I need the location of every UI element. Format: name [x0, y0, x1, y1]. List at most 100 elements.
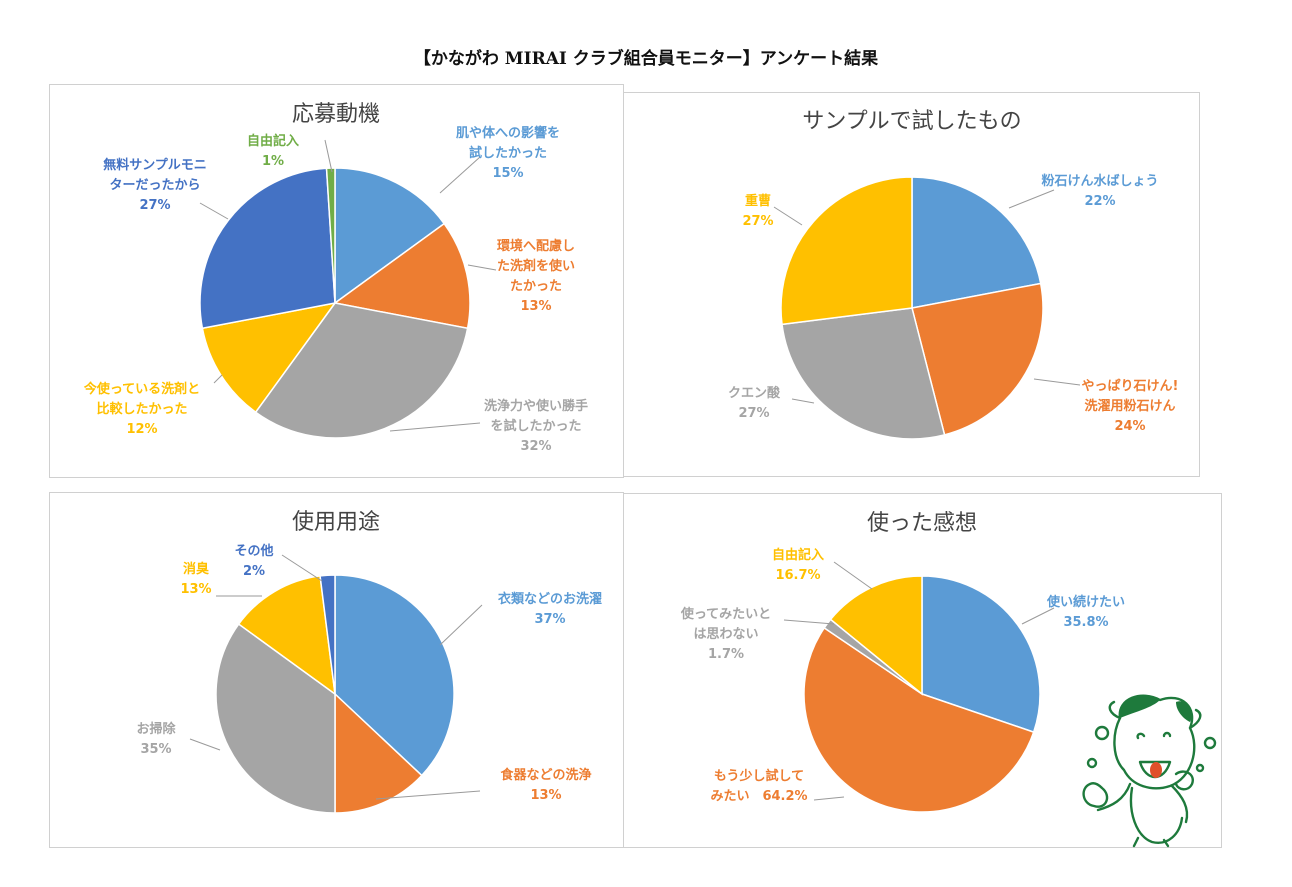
pie-slice-1: [911, 176, 1042, 309]
data-label: 自由記入 16.7%: [772, 547, 824, 583]
data-label-line: 使い続けたい: [1046, 594, 1125, 610]
data-label-line: 試したかった: [469, 145, 547, 161]
data-label-value: 13%: [520, 299, 551, 314]
data-label: 環境へ配慮した洗剤を使いたかった 13%: [497, 238, 575, 314]
chart-panel-samples: サンプルで試したもの粉石けん水ばしょう 22% やっぱり石けん! 洗濯用粉石けん 24%…: [623, 92, 1200, 477]
leader-line: [467, 264, 497, 271]
data-label-value: 27%: [742, 214, 773, 229]
data-label: 衣類などのお洗濯 37%: [498, 591, 602, 627]
pie-slice-4: [780, 176, 913, 326]
pie-slice-4: [829, 575, 923, 696]
data-label-line: やっぱり石けん!: [1082, 378, 1179, 394]
data-label-line: た洗剤を使い: [497, 258, 575, 274]
data-label-value: 24%: [1114, 419, 1145, 434]
data-label: 重曹 27%: [742, 193, 773, 229]
data-label-line: たかった: [510, 279, 562, 294]
data-label: 肌や体への影響を試したかった 15%: [456, 125, 560, 181]
data-label-line: 衣類などのお洗濯: [498, 591, 602, 607]
data-label-line: お掃除: [136, 721, 176, 737]
pie-slice-2: [334, 692, 423, 814]
data-label-value: 13%: [530, 788, 561, 803]
data-label: 粉石けん水ばしょう 22%: [1041, 173, 1158, 209]
pie-slice-3: [254, 302, 469, 439]
leader-line: [813, 796, 845, 801]
pie-slice-2: [333, 222, 471, 330]
data-label-value: 1%: [262, 154, 284, 169]
data-label-line: 食器などの洗浄: [500, 767, 591, 783]
chart-panel-usage: 使用用途衣類などのお洗濯 37% 食器などの洗浄 13% お掃除 35% 消臭 13% その他 2…: [49, 492, 624, 848]
leader-line: [1008, 189, 1055, 209]
data-label: やっぱり石けん! 洗濯用粉石けん 24%: [1082, 378, 1179, 434]
data-label-line: その他: [234, 543, 273, 559]
leader-line: [439, 604, 483, 646]
data-label-line: ターだったから: [109, 178, 200, 193]
chart-title: 使用用途: [292, 510, 380, 535]
pie-slice-5: [199, 167, 336, 330]
data-label: その他 2%: [234, 543, 273, 579]
leader-line: [1021, 607, 1055, 625]
data-label: 無料サンプルモニターだったから 27%: [103, 157, 207, 213]
data-label-value: 32%: [520, 439, 551, 454]
leader-line: [199, 202, 229, 220]
data-label-line: 比較したかった: [96, 401, 187, 417]
leader-line: [213, 374, 223, 384]
leader-line: [375, 790, 481, 800]
data-label-value: 12%: [126, 422, 157, 437]
leader-line: [389, 422, 481, 432]
data-label-line: 自由記入: [247, 133, 299, 149]
data-label-value: 35%: [140, 742, 171, 757]
data-label: もう少し試してみたい 64.2%: [710, 768, 807, 804]
data-label-line: 洗濯用粉石けん: [1084, 398, 1175, 414]
pie-slice-1: [921, 575, 1041, 734]
chart-panel-impressions: 使った感想使い続けたい 35.8% もう少し試してみたい 64.2% 使ってみたいとは…: [623, 493, 1222, 848]
data-label: 洗浄力や使い勝手を試したかった 32%: [484, 398, 588, 454]
data-label-value: 27%: [738, 406, 769, 421]
pie-slice-5: [319, 574, 336, 695]
data-label: クエン酸 27%: [728, 385, 781, 421]
cow-mascot-illustration: [1082, 694, 1217, 848]
leader-line: [281, 554, 323, 582]
chart-title: サンプルで試したもの: [802, 109, 1021, 134]
data-label-line: 消臭: [183, 561, 209, 577]
data-label-line: もう少し試して: [714, 768, 804, 784]
pie-slice-1: [334, 574, 455, 777]
data-label: 食器などの洗浄 13%: [500, 767, 591, 803]
data-label: 使ってみたいとは思わない 1.7%: [680, 606, 771, 662]
page-title: 【かながわ MIRAI クラブ組合員モニター】アンケート結果: [413, 49, 879, 69]
data-label: 使い続けたい 35.8%: [1046, 594, 1125, 630]
data-label-line: クエン酸: [728, 385, 781, 401]
data-label-line: 使ってみたいと: [680, 606, 771, 622]
chart-title: 使った感想: [867, 511, 977, 536]
leader-line: [833, 561, 873, 590]
data-label-line: 肌や体への影響を: [456, 125, 560, 141]
data-label-value: 27%: [139, 198, 170, 213]
pie-slice-1: [334, 167, 446, 305]
data-label-line: 今使っている洗剤と: [83, 381, 200, 397]
data-label-line: を試したかった: [490, 418, 581, 434]
data-label-value: 13%: [180, 582, 211, 597]
data-label: 自由記入 1%: [247, 133, 299, 169]
data-label-line: 自由記入: [772, 547, 824, 563]
data-label-line: 洗浄力や使い勝手: [484, 398, 588, 414]
data-label-line: 重曹: [745, 193, 771, 209]
data-label-value: 1.7%: [708, 647, 744, 662]
pie-slice-3: [215, 623, 336, 814]
pie-slice-2: [803, 626, 1035, 813]
pie-slice-2: [911, 282, 1044, 436]
pie-slice-3: [781, 307, 946, 440]
data-label: 消臭 13%: [180, 561, 211, 597]
leader-line: [439, 156, 481, 194]
leader-line: [783, 619, 835, 625]
leader-line: [189, 738, 221, 751]
data-label-value: 22%: [1084, 194, 1115, 209]
data-label-line: は思わない: [693, 627, 758, 642]
data-label-value: 35.8%: [1063, 615, 1108, 630]
data-label-value: 37%: [534, 612, 565, 627]
leader-line: [1033, 378, 1081, 386]
leader-line: [324, 139, 333, 173]
leader-line: [773, 206, 803, 226]
data-label-line: 粉石けん水ばしょう: [1041, 173, 1158, 189]
